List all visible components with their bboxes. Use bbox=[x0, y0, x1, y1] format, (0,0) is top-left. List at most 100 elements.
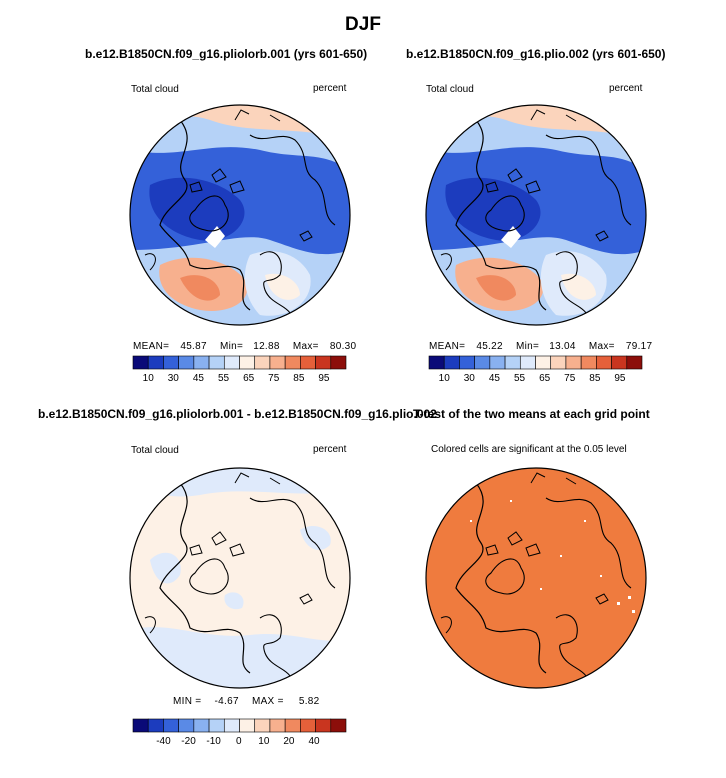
colorbar-tick-label: 65 bbox=[243, 373, 255, 384]
colorbar-cell bbox=[163, 355, 179, 370]
colorbar-cell bbox=[269, 718, 286, 733]
panel2-title: b.e12.B1850CN.f09_g16.plio.002 (yrs 601-… bbox=[406, 47, 666, 61]
mean-label: MEAN= bbox=[133, 341, 170, 352]
colorbar-panel2: 10 30 45 55 65 75 85 95 bbox=[428, 355, 643, 384]
colorbar-tick-label: 95 bbox=[614, 373, 626, 384]
panel2-map bbox=[425, 104, 647, 326]
page-title: DJF bbox=[345, 14, 381, 35]
colorbar-cell bbox=[163, 718, 179, 733]
mean-label: MEAN= bbox=[429, 341, 466, 352]
colorbar-cell bbox=[193, 718, 210, 733]
colorbar-cell bbox=[239, 355, 256, 370]
panel2-right-label: percent bbox=[609, 83, 643, 94]
colorbar-cell bbox=[254, 718, 271, 733]
colorbar-cell bbox=[300, 718, 316, 733]
colorbar-tick-label: 30 bbox=[464, 373, 476, 384]
min-label: Min= bbox=[515, 341, 540, 352]
colorbar-cell bbox=[147, 718, 164, 733]
colorbar-tick-label: 10 bbox=[143, 373, 155, 384]
colorbar-cell bbox=[315, 355, 332, 370]
colorbar-cell bbox=[459, 355, 475, 370]
panel3-right-label: percent bbox=[313, 444, 347, 455]
colorbar-cell bbox=[178, 355, 195, 370]
max-value: 5.82 bbox=[298, 696, 320, 707]
colorbar-cell bbox=[193, 355, 210, 370]
colorbar-cell bbox=[178, 718, 195, 733]
colorbar-tick-label: 55 bbox=[218, 373, 230, 384]
colorbar-cell bbox=[315, 718, 332, 733]
panel3-map bbox=[129, 467, 351, 689]
colorbar-cell bbox=[269, 355, 286, 370]
colorbar-cell bbox=[565, 355, 582, 370]
colorbar-tick-label: 85 bbox=[589, 373, 601, 384]
colorbar-tick-label: 45 bbox=[193, 373, 205, 384]
colorbar-cell bbox=[626, 355, 643, 370]
colorbar-tick-label: 45 bbox=[489, 373, 501, 384]
panel3-title: b.e12.B1850CN.f09_g16.pliolorb.001 - b.e… bbox=[38, 407, 437, 421]
panel2-left-label: Total cloud bbox=[426, 84, 474, 95]
colorbar-panel1: 10 30 45 55 65 75 85 95 bbox=[132, 355, 347, 384]
colorbar-tick-label: 10 bbox=[258, 736, 270, 747]
colorbar-cell bbox=[596, 355, 612, 370]
colorbar-cell bbox=[428, 355, 445, 370]
max-label: MAX = bbox=[251, 696, 284, 707]
colorbar-cell bbox=[474, 355, 491, 370]
colorbar-cell bbox=[147, 355, 164, 370]
panel1-stats: MEAN= 45.87 Min= 12.88 Max= 80.30 bbox=[133, 341, 356, 352]
colorbar-cell bbox=[208, 355, 225, 370]
colorbar-tick-label: 10 bbox=[439, 373, 451, 384]
panel1-map bbox=[129, 104, 351, 326]
colorbar-cell bbox=[611, 355, 628, 370]
colorbar-cell bbox=[208, 718, 225, 733]
colorbar-cell bbox=[132, 718, 149, 733]
colorbar-cell bbox=[330, 355, 347, 370]
colorbar-panel3: -40 -20 -10 0 10 20 40 bbox=[132, 718, 347, 747]
colorbar-cell bbox=[580, 355, 597, 370]
min-label: MIN = bbox=[173, 696, 202, 707]
colorbar-cell bbox=[535, 355, 552, 370]
colorbar-cell bbox=[284, 355, 301, 370]
colorbar-cell bbox=[223, 355, 240, 370]
colorbar-cell bbox=[330, 718, 347, 733]
panel3-left-label: Total cloud bbox=[131, 445, 179, 456]
colorbar-cell bbox=[550, 355, 567, 370]
mean-value: 45.87 bbox=[180, 341, 207, 352]
max-value: 79.17 bbox=[625, 341, 653, 352]
min-value: 12.88 bbox=[253, 341, 280, 352]
colorbar-tick-label: -10 bbox=[206, 736, 221, 747]
colorbar-tick-label: 85 bbox=[293, 373, 305, 384]
panel4-map bbox=[425, 467, 647, 689]
colorbar-tick-label: 55 bbox=[514, 373, 526, 384]
panel4-title: T-test of the two means at each grid poi… bbox=[413, 407, 650, 421]
min-label: Min= bbox=[219, 341, 244, 352]
colorbar-cell bbox=[504, 355, 521, 370]
colorbar-tick-label: 30 bbox=[168, 373, 180, 384]
colorbar-tick-label: 20 bbox=[283, 736, 295, 747]
colorbar-cell bbox=[489, 355, 506, 370]
colorbar-tick-label: 75 bbox=[268, 373, 280, 384]
colorbar-cell bbox=[443, 355, 460, 370]
colorbar-cell bbox=[223, 718, 240, 733]
colorbar-tick-label: 65 bbox=[539, 373, 551, 384]
colorbar-cell bbox=[284, 718, 301, 733]
panel1-title: b.e12.B1850CN.f09_g16.pliolorb.001 (yrs … bbox=[85, 47, 368, 61]
colorbar-tick-label: -40 bbox=[156, 736, 171, 747]
colorbar-tick-label: 40 bbox=[308, 736, 320, 747]
colorbar-cell bbox=[300, 355, 316, 370]
colorbar-tick-label: 75 bbox=[564, 373, 576, 384]
panel4-subtitle: Colored cells are significant at the 0.0… bbox=[431, 444, 627, 455]
max-label: Max= bbox=[588, 341, 615, 352]
colorbar-cell bbox=[132, 355, 149, 370]
panel1-right-label: percent bbox=[313, 83, 347, 94]
colorbar-tick-label: -20 bbox=[181, 736, 196, 747]
min-value: -4.67 bbox=[214, 696, 239, 707]
panel1-left-label: Total cloud bbox=[131, 84, 179, 95]
colorbar-tick-label: 0 bbox=[236, 736, 242, 747]
min-value: 13.04 bbox=[549, 341, 576, 352]
colorbar-cell bbox=[519, 355, 536, 370]
colorbar-cell bbox=[254, 355, 271, 370]
max-value: 80.30 bbox=[329, 341, 357, 352]
colorbar-tick-label: 95 bbox=[318, 373, 330, 384]
max-label: Max= bbox=[292, 341, 319, 352]
